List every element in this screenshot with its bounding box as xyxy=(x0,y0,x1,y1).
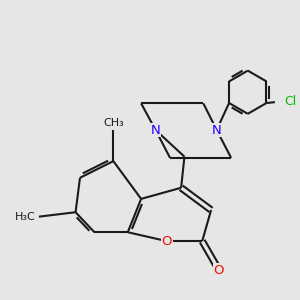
Text: N: N xyxy=(212,124,221,136)
Text: CH₃: CH₃ xyxy=(103,118,124,128)
Text: Cl: Cl xyxy=(284,95,296,108)
Text: O: O xyxy=(214,263,224,277)
Text: N: N xyxy=(151,124,160,136)
Text: O: O xyxy=(161,235,172,248)
Text: H₃C: H₃C xyxy=(15,212,36,222)
